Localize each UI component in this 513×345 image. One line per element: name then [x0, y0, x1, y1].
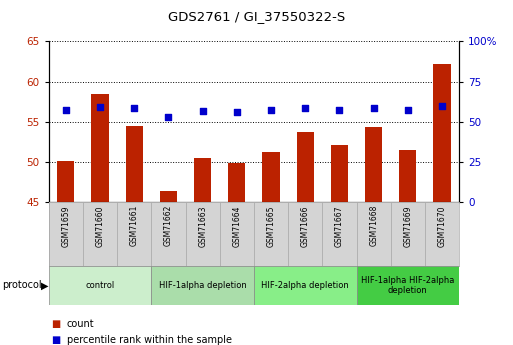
Text: ▶: ▶ — [41, 280, 49, 290]
Text: GSM71663: GSM71663 — [198, 205, 207, 247]
Bar — [83, 202, 117, 266]
Bar — [322, 202, 357, 266]
Point — [199, 108, 207, 114]
Point — [164, 114, 172, 120]
Point — [96, 104, 104, 109]
Text: protocol: protocol — [3, 280, 42, 290]
Text: GSM71666: GSM71666 — [301, 205, 310, 247]
Text: ■: ■ — [51, 335, 61, 345]
Bar — [151, 202, 186, 266]
Bar — [263, 152, 280, 202]
Point — [233, 109, 241, 115]
Text: GSM71662: GSM71662 — [164, 205, 173, 246]
Text: control: control — [85, 281, 115, 290]
Text: HIF-2alpha depletion: HIF-2alpha depletion — [261, 281, 349, 290]
Bar — [57, 161, 74, 202]
Text: GSM71661: GSM71661 — [130, 205, 139, 246]
Point — [369, 105, 378, 111]
Bar — [117, 202, 151, 266]
Bar — [288, 202, 322, 266]
Text: HIF-1alpha HIF-2alpha
depletion: HIF-1alpha HIF-2alpha depletion — [361, 276, 455, 295]
Bar — [399, 150, 417, 202]
Point — [336, 107, 344, 112]
Text: GSM71664: GSM71664 — [232, 205, 241, 247]
Bar — [357, 202, 391, 266]
Bar — [297, 132, 314, 202]
Text: GSM71667: GSM71667 — [335, 205, 344, 247]
Text: percentile rank within the sample: percentile rank within the sample — [67, 335, 232, 345]
Bar — [126, 126, 143, 202]
Point — [130, 105, 139, 111]
Text: GSM71670: GSM71670 — [438, 205, 446, 247]
Bar — [357, 266, 459, 305]
Bar — [160, 191, 177, 202]
Bar — [254, 266, 357, 305]
Bar — [49, 202, 83, 266]
Bar — [91, 93, 109, 202]
Text: GSM71665: GSM71665 — [267, 205, 275, 247]
Bar — [365, 127, 382, 202]
Text: count: count — [67, 319, 94, 329]
Bar — [331, 145, 348, 202]
Bar — [425, 202, 459, 266]
Point — [301, 105, 309, 111]
Text: GDS2761 / GI_37550322-S: GDS2761 / GI_37550322-S — [168, 10, 345, 23]
Bar — [433, 64, 450, 202]
Bar — [186, 202, 220, 266]
Bar — [220, 202, 254, 266]
Text: GSM71668: GSM71668 — [369, 205, 378, 246]
Point — [62, 108, 70, 113]
Point — [267, 107, 275, 113]
Bar — [194, 158, 211, 202]
Text: HIF-1alpha depletion: HIF-1alpha depletion — [159, 281, 247, 290]
Bar — [391, 202, 425, 266]
Bar — [228, 163, 245, 202]
Point — [404, 108, 412, 113]
Text: GSM71659: GSM71659 — [62, 205, 70, 247]
Point — [438, 103, 446, 109]
Bar — [151, 266, 254, 305]
Text: GSM71660: GSM71660 — [95, 205, 105, 247]
Text: GSM71669: GSM71669 — [403, 205, 412, 247]
Text: ■: ■ — [51, 319, 61, 329]
Bar — [49, 266, 151, 305]
Bar — [254, 202, 288, 266]
